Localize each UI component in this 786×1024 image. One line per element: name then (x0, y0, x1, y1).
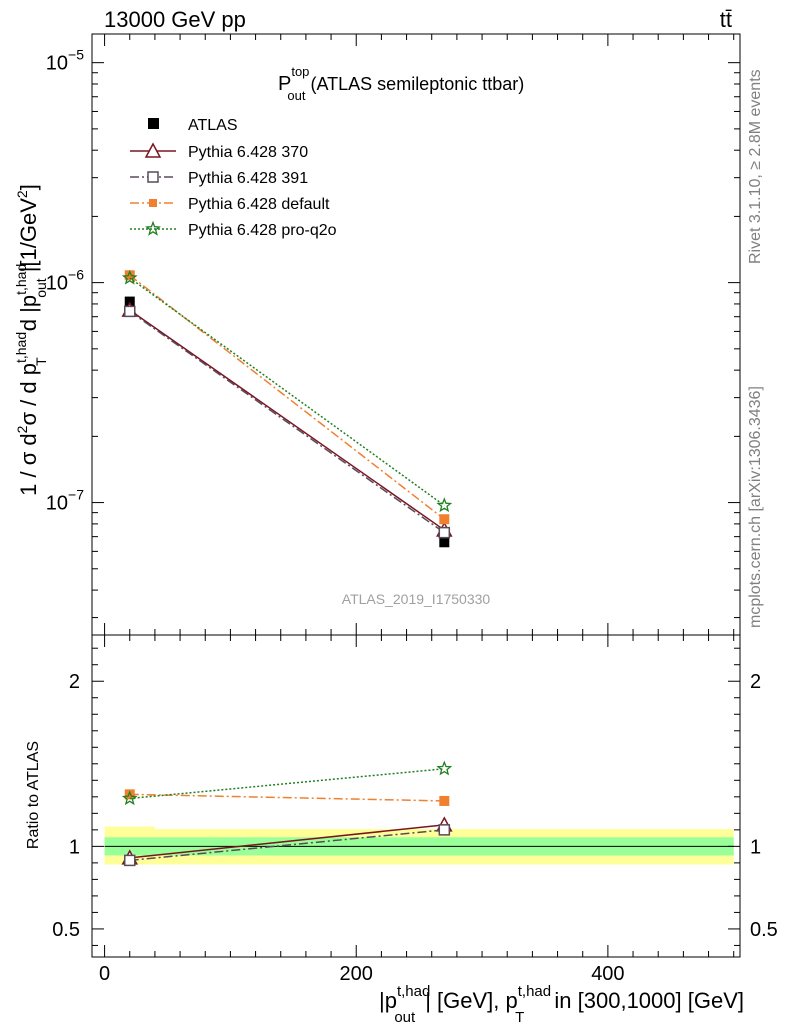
y-axis-label-main: 1 / σ d2σ / d pt,had T d |pt,had out|[1/Ge… (13, 184, 49, 496)
ratio-point-pythia-6-428-pro-q2o (436, 760, 453, 776)
data-point-atlas (439, 537, 450, 548)
rivet-label: Rivet 3.1.10, ≥ 2.8M events (747, 69, 764, 264)
series-pythia-6-428-pro-q2o (121, 269, 453, 513)
data-point-pythia-6-428-pro-q2o (436, 497, 453, 513)
ratio-line-pythia-6-428-370 (129, 824, 445, 859)
ratio-series-pythia-6-428-default (124, 789, 450, 806)
ratio-line-pythia-6-428-pro-q2o (129, 768, 445, 800)
data-point-pythia-6-428-default (439, 514, 450, 525)
legend-item-proq2o: Pythia 6.428 pro-q2o (130, 220, 337, 239)
y-tick-label-ratio-right: 2 (750, 671, 761, 693)
y-tick-label-main: 10−5 (46, 47, 84, 75)
ratio-point-pythia-6-428-default (124, 789, 135, 800)
ratio-axes: 0.5 0.5 1 1 2 2 0 200 400 (52, 635, 778, 985)
legend-marker-370 (144, 142, 162, 158)
analysis-watermark: ATLAS_2019_I1750330 (342, 591, 491, 607)
ratio-point-pythia-6-428-pro-q2o (121, 790, 138, 806)
y-tick-label-ratio-right: 1 (750, 836, 761, 858)
series-line-pythia-6-428-391 (129, 310, 445, 534)
y-axis-label-ratio: Ratio to ATLAS (25, 741, 42, 849)
data-point-pythia-6-428-default (124, 270, 135, 281)
x-axis-label: |pt,had out| [GeV], pt,had T in [300,1000]… (379, 983, 744, 1024)
legend-star-marker (145, 220, 161, 236)
plot-title-sup: top (291, 64, 309, 79)
main-plot-area (121, 269, 453, 548)
series-line-pythia-6-428-default (129, 274, 445, 520)
plot-title-sub: out (287, 88, 305, 103)
legend-marker-default (149, 199, 157, 207)
legend-marker-atlas (148, 118, 159, 129)
legend-item-391: Pythia 6.428 391 (130, 170, 308, 187)
ratio-panel: 0.5 0.5 1 1 2 2 0 200 400 (52, 634, 778, 985)
series-line-pythia-6-428-pro-q2o (129, 277, 445, 507)
y-tick-label-main: 10−7 (46, 487, 84, 515)
ratio-point-pythia-6-428-default (439, 795, 450, 806)
data-point-pythia-6-428-391 (438, 526, 451, 539)
data-point-pythia-6-428-391 (123, 305, 136, 318)
legend-label-370: Pythia 6.428 370 (188, 144, 308, 161)
series-line-pythia-6-428-370 (129, 309, 445, 531)
y-tick-label-main: 10−6 (46, 267, 84, 295)
y-tick-label-ratio-right: 0.5 (750, 919, 778, 941)
ratio-plot-area (104, 760, 734, 867)
main-axes: 10−7 10−6 10−5 (46, 34, 740, 635)
x-tick-label: 200 (340, 963, 373, 985)
legend-item-atlas: ATLAS (148, 117, 238, 134)
plot-title-rest: (ATLAS semileptonic ttbar) (306, 74, 525, 94)
ratio-line-pythia-6-428-default (129, 793, 445, 802)
series-pythia-6-428-391 (123, 305, 451, 539)
legend-label-proq2o: Pythia 6.428 pro-q2o (188, 222, 337, 239)
legend-marker-proq2o (145, 220, 161, 236)
x-tick-label: 0 (99, 963, 110, 985)
ratio-series-pythia-6-428-391 (123, 824, 451, 867)
data-point-pythia-6-428-pro-q2o (121, 269, 138, 285)
series-pythia-6-428-default (124, 270, 450, 525)
plot-title-main: P (278, 73, 291, 95)
y-tick-label-ratio: 0.5 (52, 919, 80, 941)
ratio-series-pythia-6-428-pro-q2o (121, 760, 453, 806)
y-tick-label-ratio: 1 (69, 836, 80, 858)
header-left: 13000 GeV pp (104, 7, 246, 32)
x-tick-label: 400 (591, 963, 624, 985)
legend-label-default: Pythia 6.428 default (188, 196, 330, 213)
main-panel: 10−7 10−6 10−5 (46, 33, 741, 636)
y-tick-label-ratio: 2 (69, 671, 80, 693)
series-pythia-6-428-370 (121, 301, 453, 537)
ratio-line-pythia-6-428-391 (129, 829, 445, 862)
ratio-point-pythia-6-428-391 (438, 824, 451, 836)
header-right: tt̄ (720, 7, 732, 32)
mcplots-label: mcplots.cern.ch [arXiv:1306.3436] (747, 386, 764, 628)
plot-title: Ptop out (ATLAS semileptonic ttbar) (278, 64, 524, 103)
legend-label-atlas: ATLAS (188, 117, 238, 134)
legend: ATLAS Pythia 6.428 370 Pythia 6.428 391 … (130, 117, 337, 239)
legend-marker-391 (147, 171, 159, 183)
legend-item-default: Pythia 6.428 default (130, 196, 330, 213)
legend-label-391: Pythia 6.428 391 (188, 170, 308, 187)
ratio-point-pythia-6-428-391 (123, 854, 136, 867)
legend-item-370: Pythia 6.428 370 (130, 142, 308, 161)
ratio-frame (91, 634, 741, 958)
